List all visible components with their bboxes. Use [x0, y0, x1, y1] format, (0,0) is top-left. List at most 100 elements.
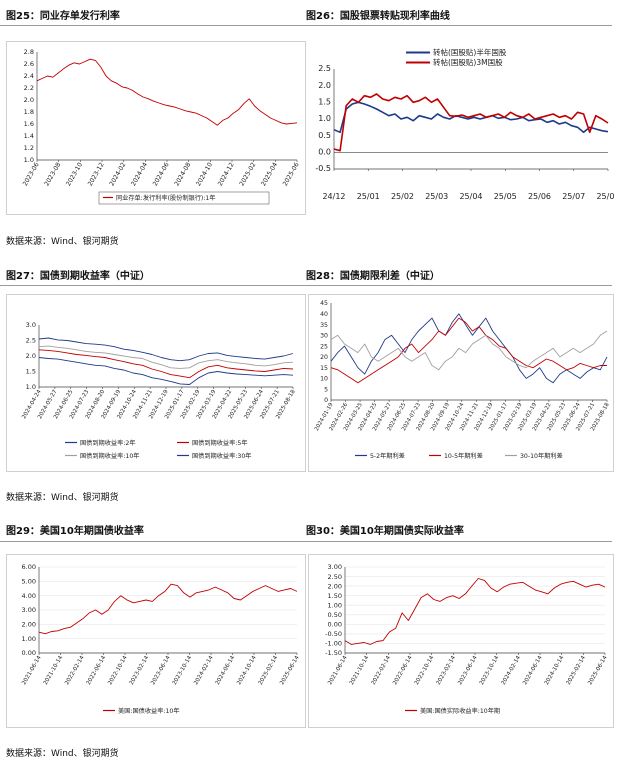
x-tick-label: 2025-06-14: [279, 655, 301, 687]
x-tick-label: 25/08: [596, 192, 614, 201]
panel-title-p28: 图28：国债期限利差（中证）: [306, 271, 440, 282]
y-tick-label: 45: [320, 300, 328, 307]
y-tick-label: 2.6: [24, 60, 34, 68]
chart-p29: 6.00 5.00 4.00 3.00 2.00 1.00 0.00 2021-06-14 20…: [6, 554, 306, 728]
y-tick-label: 2.8: [24, 48, 34, 56]
y-tick-label: 0.00: [328, 621, 342, 629]
y-tick-label: 2.00: [22, 621, 36, 629]
y-tick-label: 2.5: [26, 337, 36, 345]
y-tick-label: 3.00: [22, 606, 36, 614]
series-line-1: [36, 58, 298, 126]
x-tick-label: 2024-10: [195, 161, 214, 187]
y-tick-label: 20: [320, 354, 328, 361]
x-tick-label: 25/02: [391, 192, 414, 201]
x-tick-label: 2023-08: [43, 161, 62, 187]
x-tick-label: 2025-06: [282, 161, 301, 187]
y-tick-label: 1.0: [24, 156, 34, 164]
chart-p27: 3.0 2.5 2.0 1.5 1.0 2024-04-24 2024-05-27 2024-…: [6, 294, 306, 472]
y-tick-label: 0.0: [318, 148, 331, 157]
y-tick-label: 6.00: [22, 563, 36, 571]
panel-title-p30: 图30：美国10年期国债实际收益率: [306, 526, 464, 537]
series-line-2: [333, 93, 609, 152]
y-tick-label: 0: [324, 397, 328, 404]
panel-title-p26: 图26：国股银票转贴现利率曲线: [306, 11, 450, 22]
legend-label-1: 5-2年期利差: [370, 452, 405, 460]
y-tick-label: 2.4: [24, 72, 34, 80]
source-note: 数据来源：Wind、银河期货: [6, 493, 119, 503]
x-tick-label: 2024-02: [108, 161, 127, 187]
y-tick-label: 0.5: [318, 131, 331, 140]
panel-title-p27: 图27：国债到期收益率（中证）: [6, 271, 150, 282]
y-tick-label: 5.00: [22, 578, 36, 586]
x-tick-label: 2024-02-14: [193, 655, 215, 687]
y-tick-label: -1.00: [325, 640, 342, 648]
x-tick-label: 2021-06-14: [327, 655, 349, 687]
x-tick-label: 2023-06-14: [457, 655, 479, 687]
y-tick-label: 1.50: [328, 592, 342, 600]
x-tick-label: 2023-10-14: [479, 655, 501, 687]
series-line-1: [344, 578, 606, 645]
y-tick-label: 5: [324, 386, 328, 393]
series-line-2: [330, 317, 607, 384]
legend-box: [98, 191, 270, 205]
x-tick-label: 25/07: [562, 192, 585, 201]
x-tick-label: 2022-10-14: [414, 655, 436, 687]
legend-label-2: 转帖(国股贴)3M国股: [433, 57, 503, 67]
x-tick-label: 2023-12: [87, 161, 106, 187]
x-tick-label: 2024-04: [130, 161, 149, 187]
y-tick-label: 1.00: [328, 601, 342, 609]
series-line-1: [333, 101, 609, 134]
legend-label-1: 国债到期收益率:2年: [80, 439, 136, 447]
legend-label-1: 美国:国债收益率:10年: [118, 707, 180, 715]
y-tick-label: 2.50: [328, 573, 342, 581]
x-tick-label: 2023-10-14: [172, 655, 194, 687]
y-tick-label: 2.0: [26, 352, 36, 360]
x-tick-label: 2025-02-14: [566, 655, 588, 687]
series-line-1: [330, 313, 608, 384]
legend-label-4: 国债到期收益率:30年: [192, 452, 251, 460]
chart-p25: 2.8 2.6 2.4 2.2 2.0 1.8 1.6 1.4 1.2 1.0 2023-06 202…: [6, 41, 306, 215]
x-tick-label: 2022-02-14: [371, 655, 393, 687]
series-line-1: [38, 357, 294, 385]
x-tick-label: 25/05: [494, 192, 517, 201]
x-tick-label: 2021-10-14: [349, 655, 371, 687]
chart-p30: 3.00 2.50 2.00 1.50 1.00 0.50 0.00 -0.50 -1.00 -1…: [308, 554, 614, 728]
x-tick-label: 2023-06: [22, 161, 41, 187]
panel-title-p25: 图25：同业存单发行利率: [6, 11, 120, 22]
series-line-2: [38, 349, 294, 379]
divider: [0, 285, 612, 286]
x-tick-label: 2022-10-14: [107, 655, 129, 687]
x-tick-label: 2022-06-14: [86, 655, 108, 687]
divider: [0, 25, 612, 26]
legend-label-3: 30-10年期利差: [520, 452, 563, 460]
x-tick-label: 2024-10-14: [236, 655, 258, 687]
y-tick-label: 2.5: [318, 64, 331, 73]
source-note: 数据来源：Wind、银河期货: [6, 749, 119, 759]
x-tick-label: 25/03: [425, 192, 448, 201]
y-tick-label: 0.00: [22, 649, 36, 657]
chart-p27-svg: 3.02.52.01.51.02024-04-242024-05-272024-…: [21, 321, 297, 460]
legend-label-3: 国债到期收益率:10年: [80, 452, 139, 460]
y-tick-label: 2.2: [24, 84, 34, 92]
x-tick-label: 25/04: [459, 192, 482, 201]
x-tick-label: 2024-08: [173, 161, 192, 187]
x-tick-label: 2024-06-14: [215, 655, 237, 687]
y-tick-label: 2.0: [318, 81, 331, 90]
chart-p26-svg: 2.5 2.0 1.5 1.0 0.5 0.0 -0.5 24/12 25/01 25/02 25/…: [315, 47, 619, 201]
x-tick-label: 2024-06-14: [522, 655, 544, 687]
source-note: 数据来源：Wind、银河期货: [6, 237, 119, 247]
y-tick-label: 2.00: [328, 582, 342, 590]
x-tick-label: 2023-02-14: [129, 655, 151, 687]
y-tick-label: 40: [320, 311, 328, 318]
y-tick-label: -0.50: [325, 630, 342, 638]
y-tick-label: 35: [320, 322, 328, 329]
y-tick-label: 1.2: [24, 144, 34, 152]
x-tick-label: 24/12: [322, 192, 345, 201]
x-tick-label: 2024-12: [217, 161, 236, 187]
x-tick-label: 2025-06-14: [587, 655, 609, 687]
chart-p26: 2.5 2.0 1.5 1.0 0.5 0.0 -0.5 24/12 25/01 25/02 25/…: [306, 41, 620, 213]
legend-label-1: 转帖(国股贴)半年国股: [433, 47, 507, 57]
y-tick-label: 1.00: [22, 635, 36, 643]
